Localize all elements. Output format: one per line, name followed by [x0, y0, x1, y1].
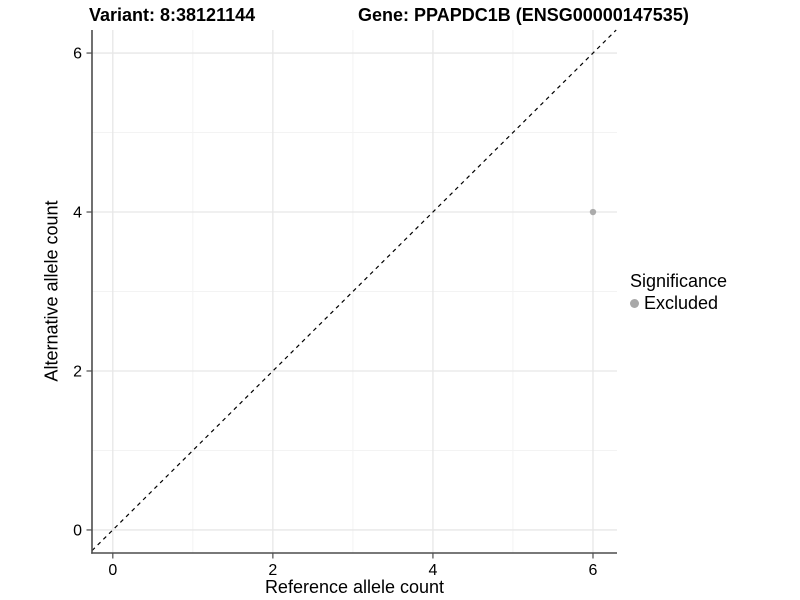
- legend-title: Significance: [630, 271, 728, 291]
- y-tick-label: 2: [73, 363, 82, 380]
- data-point: [589, 208, 597, 216]
- legend: Significance Excluded: [630, 271, 727, 313]
- legend-entry-label: Excluded: [644, 293, 719, 313]
- x-tick-label: 4: [428, 562, 437, 579]
- y-tick-label: 6: [73, 46, 82, 63]
- y-tick-label: 0: [73, 522, 82, 539]
- x-axis-title: Reference allele count: [264, 577, 445, 597]
- gene-title: Gene: PPAPDC1B (ENSG00000147535): [358, 5, 689, 25]
- x-tick-label: 2: [268, 562, 277, 579]
- x-tick-label: 0: [108, 562, 117, 579]
- y-tick-label: 4: [73, 205, 82, 222]
- legend-entry-excluded: Excluded: [630, 293, 727, 313]
- variant-title: Variant: 8:38121144: [89, 5, 256, 25]
- excluded-point-icon: [630, 298, 639, 308]
- identity-line: [91, 29, 617, 552]
- y-axis-title: Alternative allele count: [41, 200, 62, 382]
- x-tick-label: 6: [589, 562, 598, 579]
